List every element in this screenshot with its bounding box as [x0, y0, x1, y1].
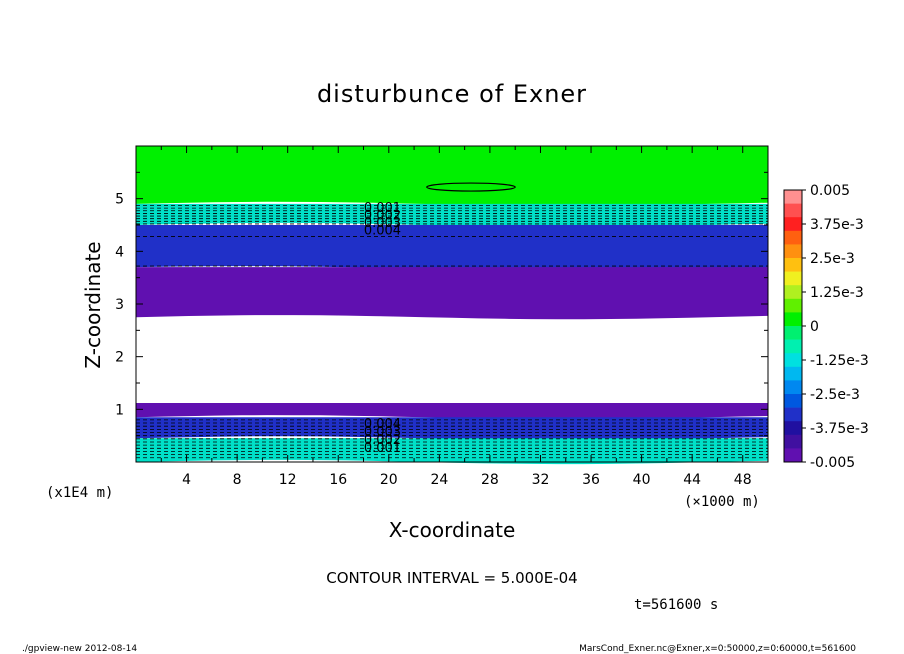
- contour-band-2: [136, 225, 768, 273]
- colorbar-label: -2.5e-3: [810, 387, 860, 403]
- x-tick-label: 44: [683, 472, 701, 488]
- colorbar-swatch-18: [784, 434, 802, 449]
- contour-label-lower-0: 0.004: [364, 417, 401, 432]
- colorbar-swatch-19: [784, 448, 802, 463]
- x-axis-title: X-coordinate: [389, 518, 516, 542]
- colorbar-swatch-7: [784, 285, 802, 300]
- colorbar-swatch-14: [784, 380, 802, 395]
- time-label: t=561600 s: [634, 597, 718, 613]
- x-tick-label: 28: [481, 472, 499, 488]
- colorbar-swatch-2: [784, 217, 802, 232]
- colorbar-swatch-12: [784, 353, 802, 368]
- y-tick-label: 2: [115, 350, 124, 366]
- colorbar-swatch-15: [784, 394, 802, 408]
- x-tick-label: 36: [582, 472, 600, 488]
- contour-label-lower-3: 0.001: [364, 441, 401, 456]
- colorbar-label: 1.25e-3: [810, 285, 864, 301]
- colorbar-swatch-13: [784, 366, 802, 381]
- colorbar-swatch-17: [784, 421, 802, 436]
- colorbar-swatch-5: [784, 258, 802, 272]
- contour-band-3: [136, 267, 768, 320]
- closed-contour: [426, 182, 516, 192]
- x-tick-label: 40: [633, 472, 651, 488]
- y-tick-label: 1: [115, 402, 124, 418]
- colorbar-label: 2.5e-3: [810, 251, 855, 267]
- colorbar-label: -0.005: [810, 455, 855, 471]
- colorbar-swatch-0: [784, 190, 802, 204]
- y-axis-unit: (x1E4 m): [46, 485, 113, 501]
- colorbar-label: -1.25e-3: [810, 353, 869, 369]
- contour-label-upper-0: 0.001: [364, 201, 401, 216]
- colorbar-label: 0: [810, 319, 819, 335]
- colorbar-swatch-3: [784, 230, 802, 245]
- footer-right-label: MarsCond_Exner.nc@Exner,x=0:50000,z=0:60…: [579, 644, 856, 654]
- y-tick-label: 4: [115, 244, 124, 260]
- contour-label-upper-2: 0.003: [364, 216, 401, 231]
- x-tick-label: 32: [532, 472, 550, 488]
- contour-band-5: [136, 417, 768, 441]
- colorbar: 0.005 3.75e-3 2.5e-3 1.25e-3 0 -1.25e-3 -2.5e-…: [783, 183, 869, 471]
- colorbar-swatch-16: [784, 407, 802, 422]
- y-axis-title: Z-coordinate: [81, 241, 105, 368]
- colorbar-swatch-9: [784, 312, 802, 327]
- footer-left-label: ./gpview-new 2012-08-14: [22, 644, 137, 654]
- contour-label-upper-1: 0.002: [364, 209, 401, 224]
- colorbar-label: 3.75e-3: [810, 217, 864, 233]
- colorbar-swatch-10: [784, 326, 802, 340]
- x-tick-label: 16: [329, 472, 347, 488]
- contour-interval-label: CONTOUR INTERVAL = 5.000E-04: [326, 569, 577, 587]
- colorbar-label: 0.005: [810, 183, 850, 199]
- y-tick-label: 3: [115, 297, 124, 313]
- x-tick-label: 12: [279, 472, 297, 488]
- x-tick-label: 8: [233, 472, 242, 488]
- contour-label-upper-3: 0.004: [364, 223, 401, 238]
- x-tick-label: 4: [182, 472, 191, 488]
- x-tick-label: 24: [430, 472, 448, 488]
- chart-title: disturbunce of Exner: [317, 80, 587, 108]
- colorbar-swatch-6: [784, 271, 802, 286]
- x-tick-label: 20: [380, 472, 398, 488]
- colorbar-swatch-4: [784, 244, 802, 259]
- colorbar-swatch-8: [784, 298, 802, 313]
- colorbar-swatch-1: [784, 203, 802, 218]
- contour-label-lower-2: 0.002: [364, 433, 401, 448]
- colorbar-label: -3.75e-3: [810, 421, 869, 437]
- x-tick-label: 48: [734, 472, 752, 488]
- x-axis-unit: (×1000 m): [684, 494, 760, 510]
- y-tick-label: 5: [115, 192, 124, 208]
- colorbar-swatch-11: [784, 339, 802, 354]
- contour-label-lower-1: 0.003: [364, 425, 401, 440]
- contour-band-4: [136, 403, 768, 420]
- contour-band-0: [136, 146, 768, 206]
